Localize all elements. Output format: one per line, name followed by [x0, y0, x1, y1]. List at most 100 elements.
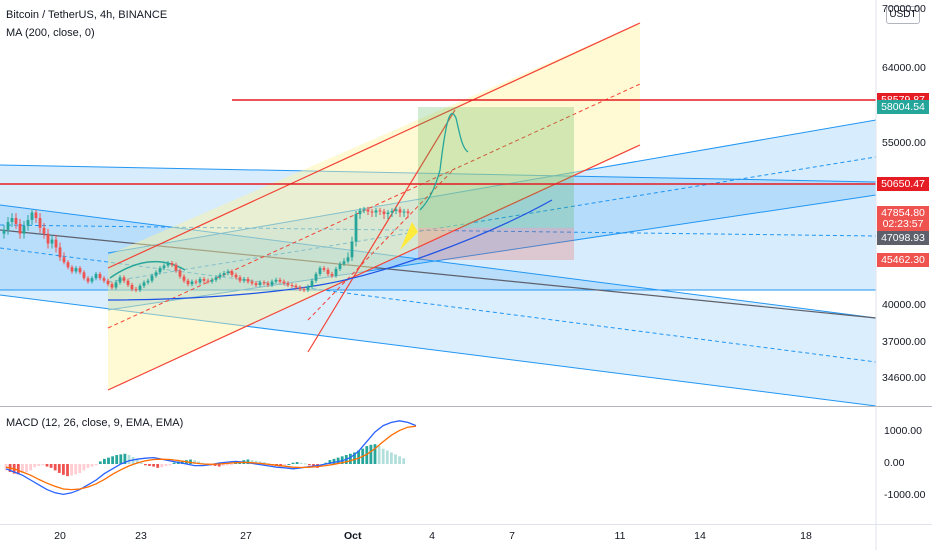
candle-body — [70, 267, 74, 272]
candle-body — [302, 289, 306, 291]
macd-histogram-bar — [180, 460, 184, 464]
candle-body — [250, 281, 254, 284]
grey-trendline — [0, 229, 877, 319]
candle-body — [110, 284, 114, 288]
candle-body — [34, 212, 38, 219]
time-tick-label: 14 — [694, 530, 706, 542]
candle-body — [146, 280, 150, 283]
blue-dashed-line — [0, 224, 877, 237]
macd-histogram-bar — [164, 464, 168, 466]
time-tick-label: 11 — [614, 530, 626, 542]
blue-channel-1-top — [0, 164, 877, 183]
macd-histogram-bar — [115, 455, 119, 464]
candle-body — [254, 283, 258, 285]
candle-body — [74, 268, 78, 272]
candle-body — [350, 241, 354, 258]
price-tick-label: 70000.00 — [882, 3, 926, 15]
candle-body — [82, 272, 86, 279]
blue-channel-2-top — [0, 204, 877, 319]
candle-body — [214, 277, 218, 280]
candle-body — [322, 268, 326, 270]
candle-body — [190, 281, 194, 285]
red-fan-line — [307, 109, 456, 353]
candle-body — [18, 223, 22, 234]
macd-histogram-bar — [41, 464, 45, 466]
candle-body — [142, 282, 146, 286]
candle-body — [326, 269, 330, 274]
candle-body — [230, 271, 234, 275]
price-badge: 50650.47 — [877, 177, 929, 191]
candle-body — [266, 283, 270, 285]
macd-layer — [4, 420, 417, 496]
macd-histogram-bar — [37, 464, 41, 466]
candle-body — [58, 247, 62, 258]
macd-histogram-bar — [82, 464, 86, 471]
candle-body — [102, 278, 106, 281]
macd-histogram-bar — [144, 464, 147, 466]
macd-histogram-bar — [156, 464, 160, 468]
candle-body — [150, 275, 154, 281]
macd-histogram-bar — [328, 460, 332, 464]
price-badge: 58004.54 — [877, 100, 929, 115]
projection-arc — [109, 260, 186, 279]
candle-body — [174, 264, 178, 271]
candle-body — [258, 282, 262, 285]
candle-body — [22, 225, 26, 234]
macd-legend[interactable]: MACD (12, 26, close, 9, EMA, EMA) — [6, 417, 184, 429]
macd-histogram-bar — [349, 453, 352, 464]
candle-body — [118, 277, 122, 283]
candle-body — [78, 268, 82, 273]
macd-histogram-bar — [234, 462, 237, 464]
macd-histogram-bar — [287, 464, 291, 465]
candle-body — [6, 221, 10, 230]
drawings-layer — [0, 22, 877, 407]
currency-badge[interactable]: USDT — [886, 6, 920, 24]
candle-body — [86, 278, 90, 282]
candle-body — [246, 279, 250, 282]
candle-body — [106, 280, 110, 285]
macd-histogram-bar — [357, 450, 360, 464]
price-badge: 47854.80 — [877, 206, 929, 220]
ma-legend[interactable]: MA (200, close, 0) — [6, 27, 95, 39]
macd-histogram-bar — [152, 464, 155, 467]
candle-body — [370, 211, 374, 213]
symbol-legend[interactable]: Bitcoin / TetherUS, 4h, BINANCE — [6, 9, 168, 21]
candle-body — [126, 280, 130, 285]
candle-body — [378, 210, 382, 212]
macd-histogram-bar — [258, 461, 262, 464]
long-target-zone — [418, 107, 574, 228]
macd-histogram-bar — [103, 458, 106, 464]
candle-body — [46, 233, 50, 244]
red-fan-mid — [307, 167, 456, 321]
candle-body — [406, 211, 410, 214]
candle-body — [2, 229, 6, 234]
price-tick-label: 40000.00 — [882, 299, 926, 311]
candle-body — [154, 272, 158, 276]
candles-layer — [2, 206, 410, 293]
macd-histogram-bar — [29, 464, 32, 471]
blue-channel-2-mid — [0, 247, 877, 363]
macd-tick-label: -1000.00 — [884, 489, 926, 501]
candle-body — [222, 273, 226, 275]
macd-histogram-bar — [373, 444, 377, 464]
candle-body — [386, 212, 390, 215]
macd-histogram-bar — [123, 453, 127, 464]
macd-histogram-bar — [111, 456, 114, 464]
macd-histogram-bar — [172, 462, 176, 464]
macd-histogram-bar — [377, 446, 381, 464]
macd-histogram-bar — [98, 461, 102, 464]
candle-body — [394, 209, 398, 211]
candle-body — [330, 273, 334, 276]
candle-body — [282, 281, 286, 284]
macd-histogram-bar — [16, 464, 20, 475]
candle-body — [346, 257, 350, 262]
price-tick-label: 34600.00 — [882, 372, 926, 384]
candle-body — [270, 281, 274, 285]
macd-histogram-bar — [299, 462, 303, 464]
blue-channel-3-bottom — [107, 194, 877, 311]
price-badge: 45462.30 — [877, 253, 929, 267]
red-channel-top — [107, 22, 641, 269]
macd-histogram-bar — [246, 459, 250, 464]
